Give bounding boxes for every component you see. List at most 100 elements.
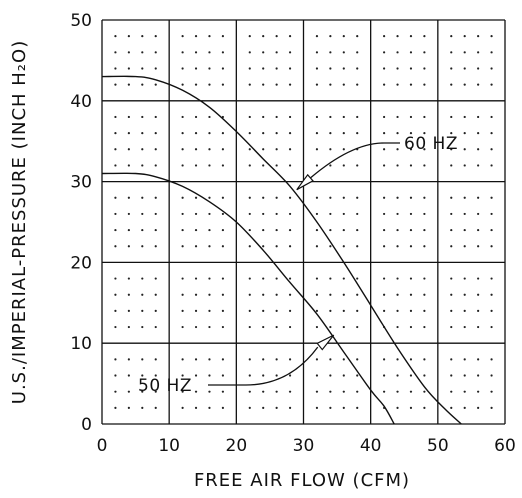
grid-dot [423, 358, 426, 361]
grid-dot [208, 51, 211, 54]
grid-dot [127, 115, 130, 119]
grid-dot [194, 309, 198, 312]
grid-dot [356, 67, 359, 70]
grid-dot [356, 293, 359, 296]
grid-dot [329, 374, 332, 377]
grid-dot [275, 164, 278, 167]
grid-dot [490, 148, 493, 151]
grid-dot [288, 67, 292, 70]
grid-dot [329, 148, 332, 151]
grid-dot [409, 212, 413, 216]
grid-dot [127, 228, 130, 232]
grid-dot [154, 212, 157, 216]
grid-dot [275, 374, 278, 377]
y-tick-label: 0 [81, 415, 92, 435]
grid-dot [248, 277, 251, 280]
x-tick-label: 60 [494, 436, 516, 456]
grid-dot [221, 374, 224, 377]
grid-dot [329, 228, 332, 232]
grid-dot [194, 374, 198, 377]
grid-dot [409, 83, 413, 86]
grid-dot [181, 374, 184, 377]
grid-dot [288, 35, 292, 38]
grid-dot [329, 115, 332, 119]
grid-dot [154, 325, 157, 329]
grid-dot [490, 325, 493, 329]
grid-dot [141, 83, 144, 86]
y-tick-label: 20 [70, 253, 92, 273]
grid-dot [208, 212, 211, 216]
grid-dot [275, 67, 278, 70]
grid-dot [450, 406, 453, 409]
grid-dot [262, 164, 265, 167]
grid-dot [221, 406, 224, 409]
grid-dot [141, 245, 144, 248]
grid-dot [275, 358, 278, 361]
grid-dot [248, 309, 251, 312]
grid-dot [490, 132, 493, 135]
grid-dot [208, 406, 211, 409]
grid-dot [114, 212, 117, 216]
grid-dot [315, 67, 319, 70]
grid-dot [463, 164, 466, 167]
grid-dot [154, 132, 157, 135]
grid-dot [262, 132, 265, 135]
major-grid [101, 19, 506, 425]
grid-dot [194, 212, 198, 216]
grid-dot [127, 309, 130, 312]
grid-dot [221, 390, 224, 393]
grid-dot [409, 358, 413, 361]
grid-dot [356, 406, 359, 409]
grid-dot [275, 390, 278, 393]
grid-dot [181, 51, 184, 54]
grid-dot [409, 277, 413, 280]
grid-dot [396, 374, 399, 377]
curves [101, 75, 462, 425]
grid-dot [248, 245, 251, 248]
grid-dot [356, 164, 359, 167]
grid-dot [194, 164, 198, 167]
grid-dot [275, 406, 278, 409]
grid-dot [450, 245, 453, 248]
grid-dot [141, 196, 144, 199]
grid-dot [288, 374, 292, 377]
grid-dot [490, 196, 493, 199]
grid-dot [463, 390, 466, 393]
grid-dot [208, 309, 211, 312]
grid-dot [342, 148, 345, 151]
grid-dot [208, 374, 211, 377]
grid-dot [329, 83, 332, 86]
grid-dot [396, 309, 399, 312]
grid-dot [221, 277, 224, 280]
grid-dot [181, 228, 184, 232]
grid-dot [208, 325, 211, 329]
grid-dot [248, 293, 251, 296]
grid-dot [262, 67, 265, 70]
grid-dot [329, 132, 332, 135]
grid-dot [490, 83, 493, 86]
y-tick-label: 40 [70, 92, 92, 112]
grid-dot [463, 196, 466, 199]
grid-dot [141, 51, 144, 54]
grid-dot [423, 374, 426, 377]
grid-dot [275, 115, 278, 119]
grid-dot [463, 67, 466, 70]
grid-dot [127, 325, 130, 329]
grid-dot [423, 196, 426, 199]
grid-dot [409, 374, 413, 377]
grid-dot [181, 325, 184, 329]
grid-dot [288, 115, 292, 119]
grid-dot [383, 374, 386, 377]
grid-dot [208, 245, 211, 248]
grid-dot [181, 277, 184, 280]
grid-dot [288, 228, 292, 232]
grid-dot [315, 35, 319, 38]
grid-dot [181, 212, 184, 216]
grid-dot [288, 358, 292, 361]
grid-dot [154, 293, 157, 296]
grid-dot [275, 51, 278, 54]
grid-dot [141, 132, 144, 135]
grid-dot [194, 406, 198, 409]
grid-dot [396, 196, 399, 199]
